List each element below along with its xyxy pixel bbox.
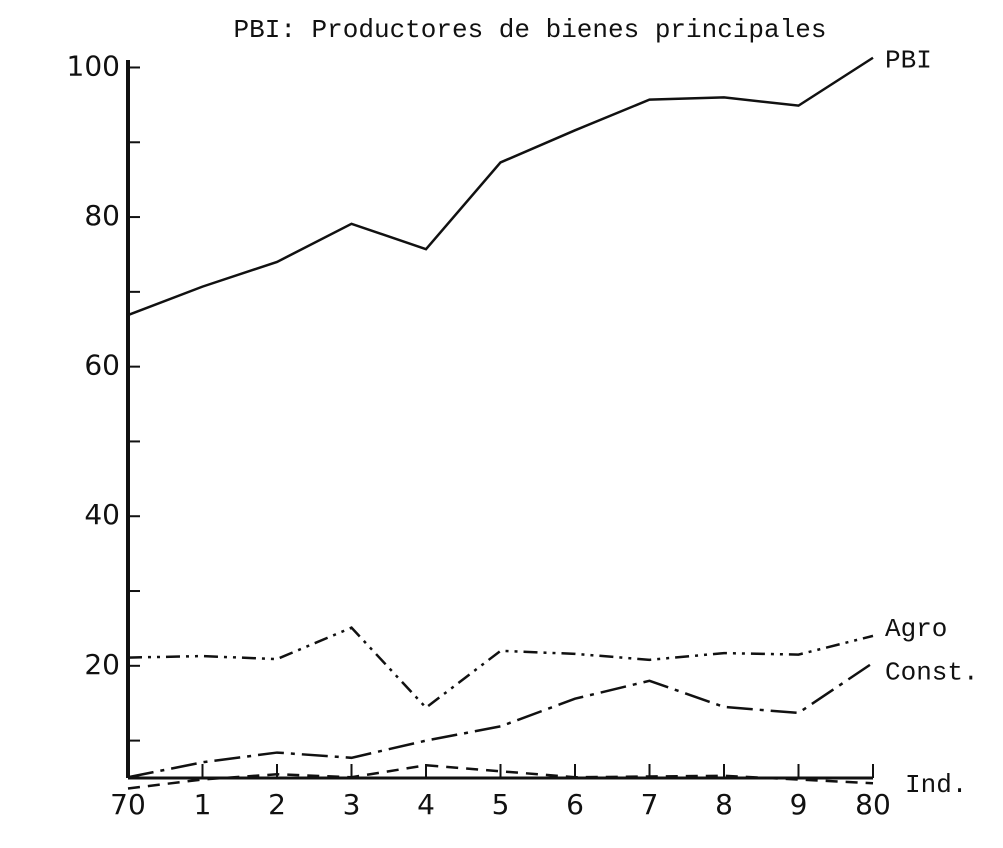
x-tick-label: 70 xyxy=(110,788,146,821)
y-tick-label: 40 xyxy=(84,498,120,531)
x-tick-label: 1 xyxy=(194,788,212,821)
x-tick-label: 9 xyxy=(790,788,808,821)
series-label: Agro xyxy=(885,614,947,644)
series-label: Ind. xyxy=(905,770,967,800)
y-tick-label: 100 xyxy=(67,49,120,82)
x-tick-label: 3 xyxy=(343,788,361,821)
series-line xyxy=(127,764,874,790)
series-label: Const. xyxy=(885,658,979,688)
x-tick-label: 80 xyxy=(855,788,891,821)
y-tick-label: 60 xyxy=(84,349,120,382)
series-label: PBI xyxy=(885,46,932,76)
series-line xyxy=(127,661,874,779)
y-tick-label: 80 xyxy=(84,199,120,232)
x-tick-label: 8 xyxy=(715,788,733,821)
series-line xyxy=(127,56,874,317)
chart-title: PBI: Productores de bienes principales xyxy=(234,15,827,45)
y-tick-label: 20 xyxy=(84,648,120,681)
x-tick-label: 6 xyxy=(566,788,584,821)
x-tick-label: 4 xyxy=(417,788,435,821)
x-tick-label: 2 xyxy=(268,788,286,821)
x-tick-label: 7 xyxy=(641,788,659,821)
series-line xyxy=(127,626,874,710)
x-tick-label: 5 xyxy=(492,788,510,821)
